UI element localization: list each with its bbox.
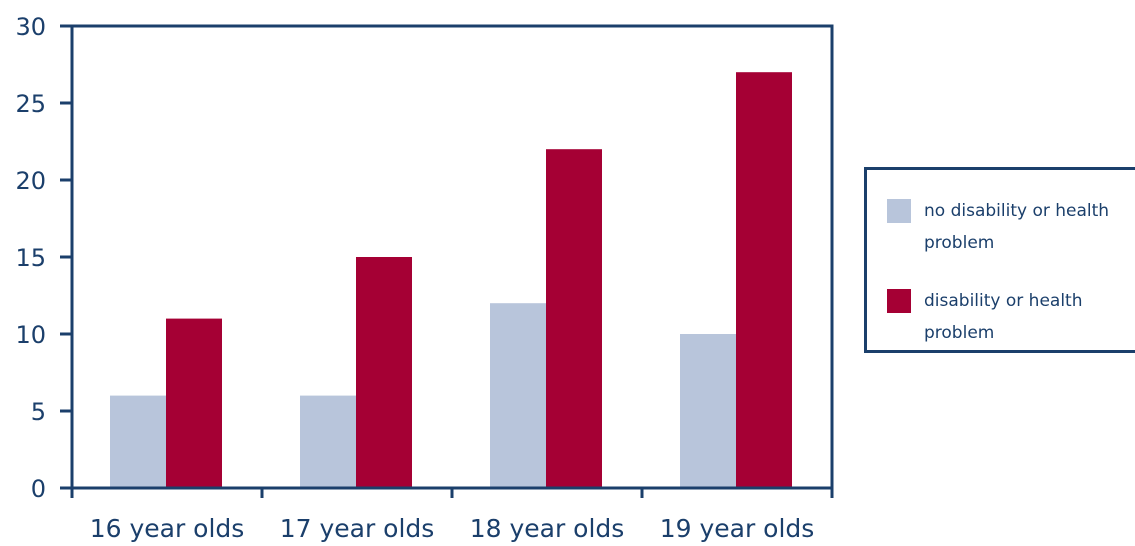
y-tick-label: 5 — [31, 398, 46, 426]
bar-disability-3 — [546, 149, 602, 488]
y-tick-label: 30 — [15, 13, 46, 41]
legend-swatch-disability — [887, 289, 911, 313]
bar-no-disability-1 — [110, 395, 166, 488]
x-category-label: 16 year olds — [90, 514, 245, 543]
bar-disability-2 — [356, 257, 412, 488]
y-tick-label: 15 — [15, 244, 46, 272]
x-category-label: 19 year olds — [660, 514, 815, 543]
bar-disability-4 — [736, 72, 792, 488]
y-tick-label: 10 — [15, 321, 46, 349]
legend-item-no-disability: no disability or health problem — [887, 195, 1129, 259]
legend: no disability or health problem disabili… — [864, 167, 1135, 353]
y-tick-label: 20 — [15, 167, 46, 195]
legend-swatch-no-disability — [887, 199, 911, 223]
legend-label-no-disability: no disability or health problem — [924, 201, 1110, 253]
bars-group — [110, 72, 792, 488]
y-axis: 0 5 10 15 20 25 30 — [15, 13, 72, 503]
x-category-label: 18 year olds — [470, 514, 625, 543]
legend-label-disability: disability or health problem — [924, 291, 1083, 343]
y-tick-label: 0 — [31, 475, 46, 503]
bar-disability-1 — [166, 318, 222, 488]
x-axis: 16 year olds 17 year olds 18 year olds 19 y… — [70, 488, 834, 543]
bar-no-disability-3 — [490, 303, 546, 488]
y-tick-label: 25 — [15, 90, 46, 118]
bar-no-disability-2 — [300, 395, 356, 488]
legend-item-disability: disability or health problem — [887, 285, 1129, 349]
bar-no-disability-4 — [680, 334, 736, 488]
x-category-label: 17 year olds — [280, 514, 435, 543]
